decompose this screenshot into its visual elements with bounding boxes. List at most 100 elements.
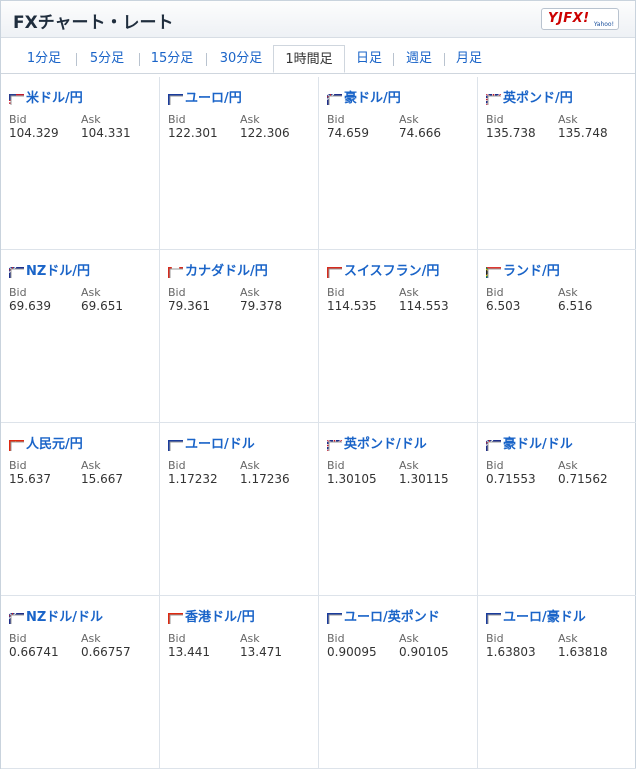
plot-area: [328, 95, 441, 171]
ask-value: 0.90105: [399, 645, 449, 659]
candlestick-chart[interactable]: [325, 153, 475, 241]
tab-15min[interactable]: 15分足: [150, 51, 194, 66]
plot-area: [169, 614, 282, 690]
pair-name[interactable]: 香港ドル/円: [185, 610, 255, 625]
currency-pair-card: 1.311.322:0010:0022:00 英ポンド/ドル Bid Ask 1…: [319, 423, 478, 596]
chart-svg: [325, 672, 475, 760]
candlestick-chart[interactable]: [166, 153, 316, 241]
pair-name[interactable]: 豪ドル/ドル: [503, 437, 573, 452]
currency-pair-card: 123122.512222:0010:0022:00 ユーロ/円 Bid Ask…: [160, 77, 319, 250]
bid-label: Bid: [9, 459, 27, 472]
currency-pair-card: 13713622:0010:0022:00 英ポンド/円 Bid Ask 135…: [478, 77, 636, 250]
candlestick-chart[interactable]: [484, 672, 634, 760]
pair-name[interactable]: ユーロ/ドル: [185, 437, 255, 452]
pair-name[interactable]: 米ドル/円: [26, 91, 83, 106]
bid-value: 13.441: [168, 645, 210, 659]
bid-value: 122.301: [168, 126, 218, 140]
currency-pair-card: 6.56.456.422:0010:0022:00 ランド/円 Bid Ask …: [478, 250, 636, 423]
pair-name[interactable]: スイスフラン/円: [344, 264, 440, 279]
candlestick-chart[interactable]: [7, 672, 157, 760]
bid-value: 15.637: [9, 472, 51, 486]
pair-name[interactable]: ユーロ/豪ドル: [503, 610, 586, 625]
bid-value: 1.63803: [486, 645, 536, 659]
candlestick-chart[interactable]: [166, 326, 316, 414]
timeframe-tabs: 1分足 5分足 15分足 30分足 1時間足 日足 週足 月足: [1, 45, 635, 74]
candlestick-chart[interactable]: [7, 153, 157, 241]
tab-divider: [76, 53, 77, 66]
chart-svg: [7, 499, 157, 587]
pair-name[interactable]: NZドル/ドル: [26, 610, 104, 625]
tab-1min[interactable]: 1分足: [26, 51, 62, 66]
bid-label: Bid: [168, 459, 186, 472]
ask-value: 6.516: [558, 299, 593, 313]
candlestick-chart[interactable]: [484, 499, 634, 587]
ask-label: Ask: [81, 286, 101, 299]
plot-area: [169, 268, 282, 344]
bid-label: Bid: [486, 113, 504, 126]
bid-value: 69.639: [9, 299, 51, 313]
bid-label: Bid: [327, 632, 345, 645]
ask-label: Ask: [240, 459, 260, 472]
eu-flag-icon: 1.1751.171.1651.1622:0010:0022:00: [168, 436, 305, 527]
candlestick-chart[interactable]: [325, 672, 475, 760]
pair-name[interactable]: ランド/円: [503, 264, 560, 279]
chart-svg: [484, 672, 634, 760]
bid-label: Bid: [9, 113, 27, 126]
ask-label: Ask: [240, 632, 260, 645]
tab-weekly[interactable]: 週足: [405, 51, 432, 66]
plot-area: [10, 441, 123, 517]
bid-value: 135.738: [486, 126, 536, 140]
candlestick-chart[interactable]: [166, 499, 316, 587]
ask-label: Ask: [399, 632, 419, 645]
pair-name[interactable]: カナダドル/円: [185, 264, 268, 279]
hk-flag-icon: 13.5513.513.4522:0010:0022:00: [168, 609, 305, 700]
tab-monthly[interactable]: 月足: [455, 51, 482, 66]
chart-svg: [166, 153, 316, 241]
pair-name[interactable]: 英ポンド/円: [503, 91, 573, 106]
tab-1hour[interactable]: 1時間足: [273, 45, 345, 73]
logo-text: YJFX!: [548, 11, 590, 26]
ask-value: 69.651: [81, 299, 123, 313]
chart-svg: [7, 672, 157, 760]
bid-label: Bid: [9, 632, 27, 645]
ask-value: 74.666: [399, 126, 441, 140]
currency-pair-card: 1.1751.171.1651.1622:0010:0022:00 ユーロ/ドル…: [160, 423, 319, 596]
pair-name[interactable]: 英ポンド/ドル: [344, 437, 427, 452]
ask-label: Ask: [81, 113, 101, 126]
tab-divider: [139, 53, 140, 66]
yjfx-logo[interactable]: YJFX! Yahoo!: [541, 8, 619, 30]
ask-value: 114.553: [399, 299, 449, 313]
tab-5min[interactable]: 5分足: [89, 51, 125, 66]
pair-name[interactable]: ユーロ/円: [185, 91, 242, 106]
tab-divider: [393, 53, 394, 66]
tab-30min[interactable]: 30分足: [219, 51, 263, 66]
pair-name[interactable]: 人民元/円: [26, 437, 83, 452]
ask-label: Ask: [399, 286, 419, 299]
pair-name[interactable]: ユーロ/英ポンド: [344, 610, 440, 625]
plot-area: [487, 95, 600, 171]
bid-value: 6.503: [486, 299, 521, 313]
plot-area: [328, 268, 441, 344]
candlestick-chart[interactable]: [325, 326, 475, 414]
ask-label: Ask: [399, 113, 419, 126]
chart-svg: [484, 326, 634, 414]
currency-pair-card: 0.720.7150.710.70522:0010:0022:00 豪ドル/ドル…: [478, 423, 636, 596]
currency-pair-card: 79.879.679.479.27922:0010:0022:00 カナダドル/…: [160, 250, 319, 423]
title-bar: FXチャート・レート YJFX! Yahoo!: [1, 1, 635, 38]
ch-flag-icon: 114.511422:0010:0022:00: [327, 263, 464, 354]
pair-name[interactable]: 豪ドル/円: [344, 91, 401, 106]
ask-value: 104.331: [81, 126, 131, 140]
tab-daily[interactable]: 日足: [355, 51, 382, 66]
candlestick-chart[interactable]: [7, 326, 157, 414]
candlestick-chart[interactable]: [484, 153, 634, 241]
tab-divider: [444, 53, 445, 66]
ask-label: Ask: [399, 459, 419, 472]
candlestick-chart[interactable]: [7, 499, 157, 587]
candlestick-chart[interactable]: [484, 326, 634, 414]
ask-label: Ask: [558, 632, 578, 645]
ask-value: 135.748: [558, 126, 608, 140]
pair-name[interactable]: NZドル/円: [26, 264, 91, 279]
candlestick-chart[interactable]: [166, 672, 316, 760]
candlestick-chart[interactable]: [325, 499, 475, 587]
